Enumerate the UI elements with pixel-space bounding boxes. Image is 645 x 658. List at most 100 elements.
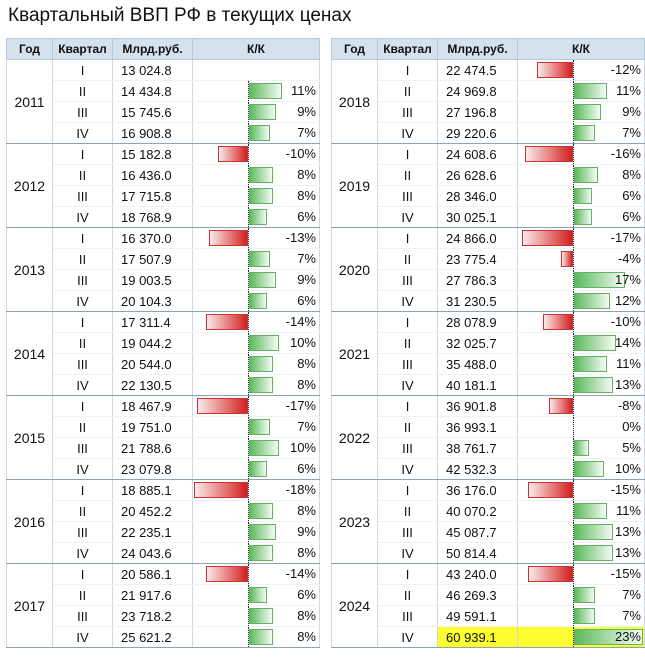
qoq-axis-line — [573, 501, 574, 521]
gdp-value-cell: 21 788.6 — [112, 437, 193, 459]
qoq-bar-positive — [249, 167, 273, 183]
qoq-axis-line — [573, 123, 574, 143]
gdp-value-cell: 20 544.0 — [112, 353, 193, 375]
qoq-percent: -15% — [610, 482, 641, 497]
quarter-cell: II — [52, 416, 113, 438]
qoq-percent: 9% — [297, 104, 316, 119]
qoq-axis-line — [573, 585, 574, 605]
qoq-axis-line — [248, 291, 249, 311]
table-row: II 32 025.7 14% — [332, 332, 645, 354]
qoq-cell: 17% — [517, 269, 645, 291]
qoq-percent: 8% — [297, 356, 316, 371]
quarter-cell: III — [377, 437, 438, 459]
table-row: II 20 452.2 8% — [7, 500, 320, 522]
quarter-cell: III — [52, 269, 113, 291]
table-row: II 24 969.8 11% — [332, 80, 645, 102]
qoq-bar-negative — [206, 314, 248, 330]
qoq-bar-positive — [249, 293, 267, 309]
year-cell: 2016 — [6, 479, 53, 564]
qoq-cell: 8% — [192, 500, 320, 522]
qoq-axis-line — [573, 627, 574, 647]
table-row: III 23 718.2 8% — [7, 605, 320, 627]
qoq-bar-positive — [574, 209, 592, 225]
gdp-table-right: Год Квартал Млрд.руб. К/К 2018 I 22 474.5 -… — [331, 38, 645, 648]
table-row: IV 60 939.1 23% — [332, 626, 645, 648]
qoq-cell: 10% — [517, 458, 645, 480]
qoq-cell: 8% — [192, 164, 320, 186]
qoq-bar-positive — [574, 188, 592, 204]
quarter-cell: II — [52, 248, 113, 270]
qoq-axis-line — [573, 144, 574, 164]
qoq-axis-line — [248, 249, 249, 269]
table-row: 2017 I 20 586.1 -14% — [6, 563, 320, 648]
qoq-cell: 8% — [192, 626, 320, 648]
quarter-cell: III — [52, 437, 113, 459]
qoq-axis-line — [248, 270, 249, 290]
qoq-bar-positive — [249, 272, 276, 288]
qoq-cell: 0% — [517, 416, 645, 438]
header-qoq: К/К — [517, 38, 645, 60]
quarter-cell: IV — [52, 122, 113, 144]
qoq-bar-negative — [194, 482, 248, 498]
gdp-value-cell: 27 786.3 — [437, 269, 518, 291]
table-row: IV 16 908.8 7% — [7, 122, 320, 144]
qoq-axis-line — [573, 81, 574, 101]
header-value: Млрд.руб. — [437, 38, 518, 60]
qoq-axis-line — [573, 333, 574, 353]
qoq-percent: -17% — [285, 398, 316, 413]
qoq-axis-line — [573, 291, 574, 311]
quarter-cell: I — [377, 395, 438, 417]
qoq-cell: 6% — [192, 290, 320, 312]
gdp-value-cell: 22 474.5 — [437, 59, 518, 81]
qoq-cell: 9% — [192, 521, 320, 543]
qoq-bar-positive — [249, 356, 273, 372]
qoq-cell: 9% — [517, 101, 645, 123]
qoq-cell: 10% — [192, 332, 320, 354]
quarter-cell: III — [377, 605, 438, 627]
gdp-value-cell: 22 235.1 — [112, 521, 193, 543]
quarter-cell: I — [377, 479, 438, 501]
qoq-bar-positive — [249, 608, 273, 624]
qoq-percent: 8% — [297, 629, 316, 644]
qoq-cell: -14% — [192, 563, 320, 585]
table-row: III 20 544.0 8% — [7, 353, 320, 375]
gdp-value-cell: 28 346.0 — [437, 185, 518, 207]
table-row: 2014 I 17 311.4 -14% — [6, 311, 320, 396]
quarter-cell: II — [52, 80, 113, 102]
year-cell: 2018 — [331, 59, 378, 144]
qoq-percent: 10% — [289, 335, 316, 350]
qoq-percent: 6% — [622, 188, 641, 203]
table-row: 2023 I 36 176.0 -15% — [331, 479, 645, 564]
qoq-cell: 11% — [517, 353, 645, 375]
header-quarter: Квартал — [377, 38, 438, 60]
qoq-cell: 13% — [517, 542, 645, 564]
gdp-value-cell: 36 901.8 — [437, 395, 518, 417]
header-value: Млрд.руб. — [112, 38, 193, 60]
qoq-bar-positive — [249, 524, 276, 540]
gdp-value-cell: 28 078.9 — [437, 311, 518, 333]
quarter-cell: III — [377, 269, 438, 291]
qoq-bar-positive — [574, 461, 604, 477]
qoq-bar-positive — [574, 440, 589, 456]
qoq-percent: 6% — [297, 209, 316, 224]
quarter-cell: I — [52, 143, 113, 165]
qoq-bar-positive — [249, 377, 273, 393]
qoq-bar-negative — [528, 566, 573, 582]
gdp-value-cell: 40 181.1 — [437, 374, 518, 396]
qoq-bar-positive — [249, 209, 267, 225]
qoq-bar-negative — [528, 482, 573, 498]
qoq-axis-line — [248, 459, 249, 479]
header-row: Год Квартал Млрд.руб. К/К — [331, 38, 645, 60]
quarter-cell: IV — [52, 374, 113, 396]
quarter-cell: II — [52, 584, 113, 606]
table-row: IV 22 130.5 8% — [7, 374, 320, 396]
table-row: III 27 786.3 17% — [332, 269, 645, 291]
gdp-value-cell: 20 586.1 — [112, 563, 193, 585]
qoq-cell: 11% — [517, 500, 645, 522]
gdp-value-cell: 20 104.3 — [112, 290, 193, 312]
qoq-percent: -13% — [285, 230, 316, 245]
year-cell: 2017 — [6, 563, 53, 648]
gdp-value-cell: 16 436.0 — [112, 164, 193, 186]
table-row: II 23 775.4 -4% — [332, 248, 645, 270]
quarter-cell: II — [377, 332, 438, 354]
